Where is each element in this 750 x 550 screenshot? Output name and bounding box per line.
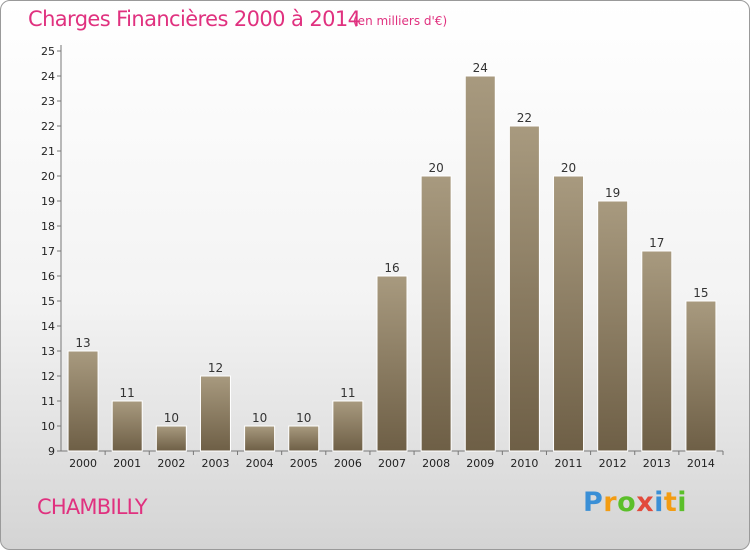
bar-2000 [67, 350, 99, 452]
data-label-2010: 22 [517, 111, 532, 125]
y-tick-label: 20 [41, 170, 55, 183]
x-tick-label: 2005 [290, 457, 318, 470]
bar-2013 [641, 250, 673, 452]
bar-2012 [597, 200, 629, 452]
x-tick-label: 2010 [510, 457, 538, 470]
bar-2004 [244, 425, 276, 452]
y-tick-label: 19 [41, 195, 55, 208]
data-label-2011: 20 [561, 161, 576, 175]
data-label-2004: 10 [252, 411, 267, 425]
y-tick-label: 22 [41, 120, 55, 133]
data-label-2007: 16 [384, 261, 399, 275]
y-tick-label: 11 [41, 395, 55, 408]
logo-letter: x [636, 487, 655, 518]
x-tick-label: 2003 [201, 457, 229, 470]
proxiti-logo: Proxiti [583, 487, 687, 518]
chart-subtitle: (en milliers d'€) [353, 14, 448, 28]
y-tick-label: 25 [41, 45, 55, 58]
chart-axes: 9 10 11 12 13 14 15 16 17 18 19 20 21 22 23 24 25 2000 200… [41, 45, 724, 470]
y-tick-label: 14 [41, 320, 55, 333]
data-label-2005: 10 [296, 411, 311, 425]
logo-letter: i [677, 487, 688, 518]
y-tick-label: 13 [41, 345, 55, 358]
x-tick-label: 2000 [69, 457, 97, 470]
y-tick-label: 24 [41, 70, 55, 83]
bar-2007 [376, 275, 408, 452]
y-tick-label: 17 [41, 245, 55, 258]
bar-2003 [199, 375, 231, 452]
y-tick-label: 9 [48, 445, 55, 458]
y-tick-label: 16 [41, 270, 55, 283]
logo-letter: t [663, 487, 678, 518]
y-tick-label: 23 [41, 95, 55, 108]
x-tick-label: 2013 [643, 457, 671, 470]
bar-2006 [332, 400, 364, 452]
chart-value-labels: 13 11 10 12 10 10 11 16 20 24 22 20 19 17 15 [75, 61, 708, 425]
chart-bars [67, 75, 717, 452]
bar-2002 [155, 425, 187, 452]
x-tick-label: 2006 [334, 457, 362, 470]
x-tick-label: 2012 [599, 457, 627, 470]
data-label-2014: 15 [693, 286, 708, 300]
y-tick-label: 12 [41, 370, 55, 383]
logo-letter: P [583, 487, 604, 518]
bar-2009 [464, 75, 496, 452]
x-tick-label: 2014 [687, 457, 715, 470]
data-label-2000: 13 [75, 336, 90, 350]
x-tick-label: 2004 [246, 457, 274, 470]
data-label-2009: 24 [473, 61, 488, 75]
x-tick-label: 2001 [113, 457, 141, 470]
x-tick-label: 2009 [466, 457, 494, 470]
logo-letter: i [654, 487, 664, 518]
bar-2010 [508, 125, 540, 452]
y-tick-label: 21 [41, 145, 55, 158]
town-name: CHAMBILLY [37, 495, 148, 519]
chart-title: Charges Financières 2000 à 2014 [28, 7, 361, 31]
y-tick-label: 18 [41, 220, 55, 233]
bar-2008 [420, 175, 452, 452]
x-tick-label: 2011 [555, 457, 583, 470]
logo-letter: r [603, 487, 618, 518]
y-tick-label: 15 [41, 295, 55, 308]
logo-letter: o [617, 487, 637, 518]
data-label-2006: 11 [340, 386, 355, 400]
data-label-2003: 12 [208, 361, 223, 375]
bar-2011 [553, 175, 585, 452]
data-label-2002: 10 [164, 411, 179, 425]
x-tick-label: 2007 [378, 457, 406, 470]
data-label-2013: 17 [649, 236, 664, 250]
data-label-2001: 11 [120, 386, 135, 400]
data-label-2012: 19 [605, 186, 620, 200]
bar-2001 [111, 400, 143, 452]
y-tick-label: 10 [41, 420, 55, 433]
bar-2014 [685, 300, 717, 452]
data-label-2008: 20 [428, 161, 443, 175]
x-tick-label: 2002 [157, 457, 185, 470]
bar-2005 [288, 425, 320, 452]
x-tick-label: 2008 [422, 457, 450, 470]
